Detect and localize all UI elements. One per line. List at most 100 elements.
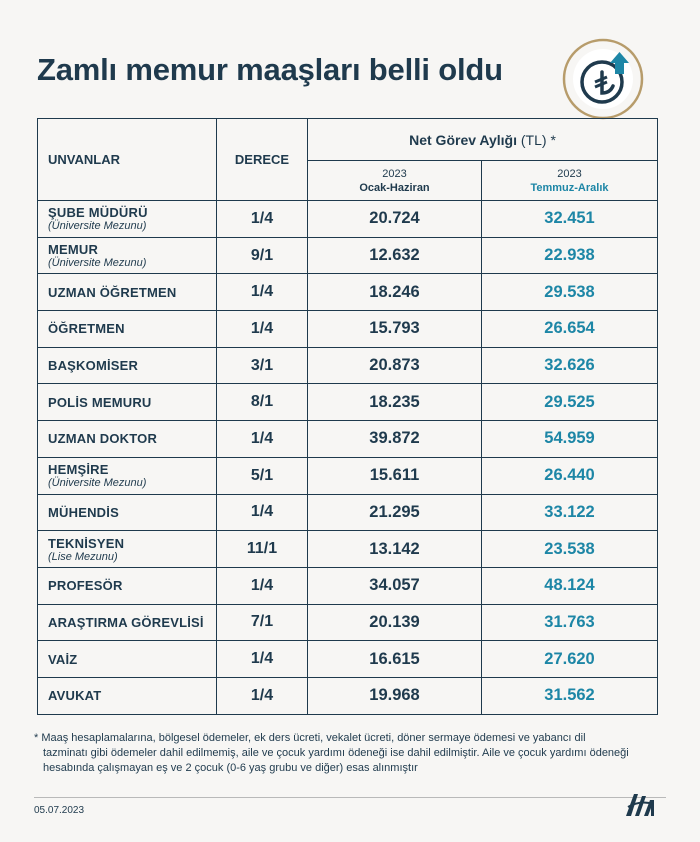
cell-grade: 8/1 [216,383,308,422]
cell-salary-jul-dec: 54.959 [481,420,658,458]
cell-salary-jan-jun: 34.057 [307,566,482,605]
cell-salary-jul-dec: 29.525 [481,383,658,422]
table-row: AVUKAT 1/4 19.968 31.562 [37,676,658,715]
cell-grade: 7/1 [216,603,308,642]
cell-title: UZMAN DOKTOR [37,420,217,458]
table-row: HEMŞİRE (Üniversite Mezunu) 5/1 15.611 26.44… [37,456,658,495]
cell-salary-jan-jun: 15.793 [307,310,482,348]
table-row: ARAŞTIRMA GÖREVLİSİ 7/1 20.139 31.763 [37,603,658,642]
job-title: ARAŞTIRMA GÖREVLİSİ [48,614,204,630]
table-row: ÖĞRETMEN 1/4 15.793 26.654 [37,310,658,348]
cell-salary-jul-dec: 27.620 [481,640,658,678]
footer-divider [34,797,666,798]
table-row: ŞUBE MÜDÜRÜ (Üniversite Mezunu) 1/4 20.724 3… [37,200,658,238]
cell-salary-jul-dec: 33.122 [481,493,658,532]
table-row: POLİS MEMURU 8/1 18.235 29.525 [37,383,658,422]
footnote-rest: tazminatı gibi ödemeler dahil edilmemiş,… [43,747,629,774]
job-title: TEKNİSYEN [48,535,125,551]
job-education: (Lise Mezunu) [48,550,118,563]
job-title: VAİZ [48,651,78,667]
cell-salary-jan-jun: 12.632 [307,236,482,275]
cell-salary-jan-jun: 19.968 [307,676,482,715]
net-salary-label: Net Görev Aylığı [409,131,517,148]
cell-title: MEMUR (Üniversite Mezunu) [37,236,217,275]
cell-grade: 11/1 [216,530,308,568]
cell-salary-jan-jun: 39.872 [307,420,482,458]
cell-title: MÜHENDİS [37,493,217,532]
job-title: MEMUR [48,242,99,258]
table-row: TEKNİSYEN (Lise Mezunu) 11/1 13.142 23.538 [37,530,658,568]
job-title: MÜHENDİS [48,504,119,520]
table-row: BAŞKOMİSER 3/1 20.873 32.626 [37,346,658,385]
cell-salary-jan-jun: 13.142 [307,530,482,568]
cell-salary-jul-dec: 22.938 [481,236,658,275]
col-header-unvan: UNVANLAR [37,118,217,201]
page-title: Zamlı memur maaşları belli oldu [37,52,503,87]
cell-grade: 5/1 [216,456,308,495]
lira-increase-icon [562,38,644,120]
cell-title: POLİS MEMURU [37,383,217,422]
cell-salary-jul-dec: 31.763 [481,603,658,642]
table-row: UZMAN ÖĞRETMEN 1/4 18.246 29.538 [37,273,658,312]
footnote: * Maaş hesaplamalarına, bölgesel ödemele… [34,731,666,776]
job-title: POLİS MEMURU [48,394,152,410]
job-education: (Üniversite Mezunu) [48,220,147,233]
cell-grade: 1/4 [216,566,308,605]
cell-grade: 1/4 [216,420,308,458]
job-education: (Üniversite Mezunu) [48,477,147,490]
job-title: HEMŞİRE [48,462,109,478]
cell-title: TEKNİSYEN (Lise Mezunu) [37,530,217,568]
cell-salary-jul-dec: 26.654 [481,310,658,348]
salary-table-body: ŞUBE MÜDÜRÜ (Üniversite Mezunu) 1/4 20.724 3… [37,200,658,715]
footnote-first-line: * Maaş hesaplamalarına, bölgesel ödemele… [34,732,586,744]
aa-logo-icon [626,794,654,816]
cell-salary-jul-dec: 48.124 [481,566,658,605]
cell-title: VAİZ [37,640,217,678]
cell-salary-jul-dec: 32.451 [481,200,658,238]
cell-title: BAŞKOMİSER [37,346,217,385]
job-title: ŞUBE MÜDÜRÜ [48,205,148,221]
cell-title: PROFESÖR [37,566,217,605]
cell-salary-jul-dec: 29.538 [481,273,658,312]
cell-salary-jan-jun: 18.235 [307,383,482,422]
cell-title: HEMŞİRE (Üniversite Mezunu) [37,456,217,495]
table-row: MEMUR (Üniversite Mezunu) 9/1 12.632 22.938 [37,236,658,275]
cell-grade: 9/1 [216,236,308,275]
job-title: ÖĞRETMEN [48,321,125,337]
job-title: UZMAN ÖĞRETMEN [48,284,177,300]
salary-table: UNVANLAR DERECE Net Görev Aylığı (TL) * … [37,118,658,715]
period-2-year: 2023 [557,167,582,180]
cell-grade: 3/1 [216,346,308,385]
cell-title: AVUKAT [37,676,217,715]
cell-salary-jul-dec: 32.626 [481,346,658,385]
cell-salary-jan-jun: 20.724 [307,200,482,238]
job-title: BAŞKOMİSER [48,358,139,374]
cell-salary-jul-dec: 26.440 [481,456,658,495]
table-row: UZMAN DOKTOR 1/4 39.872 54.959 [37,420,658,458]
job-education: (Üniversite Mezunu) [48,257,147,270]
period-1-label: Ocak-Haziran [359,181,430,194]
table-row: MÜHENDİS 1/4 21.295 33.122 [37,493,658,532]
table-row: PROFESÖR 1/4 34.057 48.124 [37,566,658,605]
cell-title: ARAŞTIRMA GÖREVLİSİ [37,603,217,642]
cell-grade: 1/4 [216,493,308,532]
job-title: AVUKAT [48,688,102,704]
job-title: UZMAN DOKTOR [48,431,158,447]
col-header-derece: DERECE [216,118,308,201]
col-header-net-salary: Net Görev Aylığı (TL) * [307,118,658,161]
col-header-period-1: 2023 Ocak-Haziran [307,160,482,201]
cell-grade: 1/4 [216,640,308,678]
job-title: PROFESÖR [48,578,123,594]
cell-salary-jan-jun: 18.246 [307,273,482,312]
cell-title: ÖĞRETMEN [37,310,217,348]
cell-salary-jan-jun: 16.615 [307,640,482,678]
cell-grade: 1/4 [216,273,308,312]
table-row: VAİZ 1/4 16.615 27.620 [37,640,658,678]
period-1-year: 2023 [382,167,407,180]
cell-title: ŞUBE MÜDÜRÜ (Üniversite Mezunu) [37,200,217,238]
cell-grade: 1/4 [216,676,308,715]
period-2-label: Temmuz-Aralık [530,181,609,194]
publish-date: 05.07.2023 [34,805,85,816]
cell-salary-jul-dec: 31.562 [481,676,658,715]
cell-salary-jul-dec: 23.538 [481,530,658,568]
